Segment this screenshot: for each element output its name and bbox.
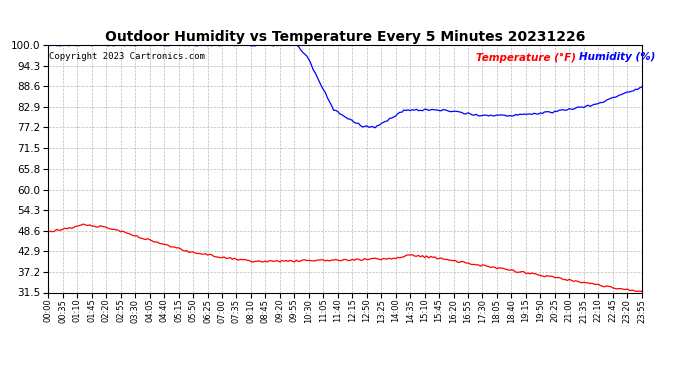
Text: Copyright 2023 Cartronics.com: Copyright 2023 Cartronics.com — [49, 53, 205, 62]
Text: Humidity (%): Humidity (%) — [580, 53, 656, 62]
Text: Temperature (°F): Temperature (°F) — [475, 53, 575, 63]
Title: Outdoor Humidity vs Temperature Every 5 Minutes 20231226: Outdoor Humidity vs Temperature Every 5 … — [105, 30, 585, 44]
